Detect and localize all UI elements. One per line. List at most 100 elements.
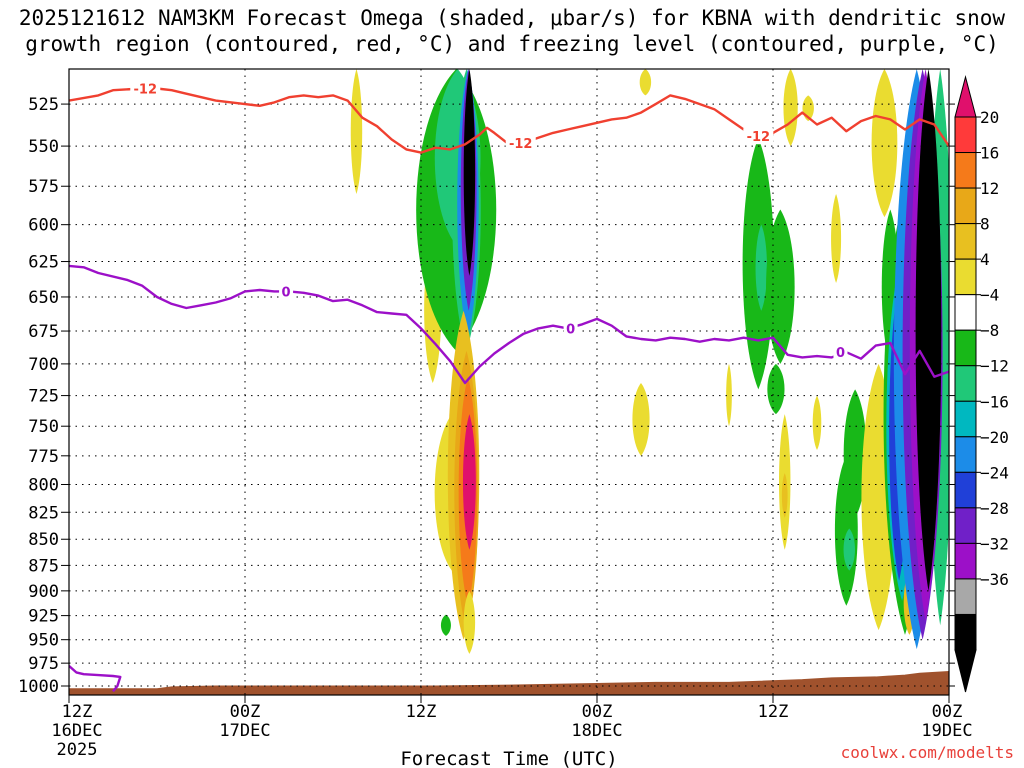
y-tick-label-700: 700 — [28, 355, 59, 375]
omega-feature-0 — [350, 69, 363, 195]
omega-feature-14 — [440, 614, 451, 636]
isotherm-contours: -12 -12 -12 0 0 0 — [69, 80, 949, 693]
x-tick-label-60-0: 00Z — [932, 702, 963, 722]
omega-feature-20 — [766, 209, 795, 364]
omega-feature-26 — [812, 395, 822, 450]
y-axis: 525 550 575 600 625 650 675 700 725 750 775 800 825 8… — [18, 95, 955, 697]
colorbar-swatch-12 — [954, 542, 977, 580]
omega-feature-17 — [639, 69, 652, 96]
colorbar-label-3: 8 — [980, 215, 990, 234]
omega-feature-19 — [755, 224, 767, 311]
colorbar-swatch-13 — [954, 578, 977, 615]
colorbar-legend: 20 16 12 8 4 −4 −8 −12 −16 −20 −24 −28 −32 −36 — [954, 75, 1009, 693]
colorbar-label-9: −20 — [980, 428, 1009, 447]
contour-label-bg-0-2 — [743, 128, 774, 145]
y-tick-label-750: 750 — [28, 417, 59, 437]
omega-feature-15 — [632, 383, 650, 456]
y-tick-label-775: 775 — [28, 447, 59, 467]
omega-feature-42 — [915, 69, 942, 591]
colorbar-label-5: −4 — [980, 286, 999, 305]
x-tick-label-12-1: 17DEC — [219, 721, 270, 741]
x-tick-label-48-0: 12Z — [758, 702, 789, 722]
x-tick-label-24-0: 12Z — [406, 702, 437, 722]
colorbar-top-arrow — [954, 75, 977, 118]
y-tick-label-800: 800 — [28, 475, 59, 495]
contour-line-1 — [69, 264, 949, 385]
contour-label-0-0: -12 — [134, 82, 158, 97]
y-tick-label-650: 650 — [28, 288, 59, 308]
contour-label-bg-0-1 — [505, 134, 536, 151]
colorbar-swatch-11 — [954, 507, 977, 544]
y-tick-label-975: 975 — [28, 654, 59, 674]
credit-url[interactable]: coolwx.com/modelts — [840, 743, 1014, 762]
x-tick-label-36-0: 00Z — [582, 702, 613, 722]
omega-feature-28 — [871, 69, 898, 218]
contour-label-bg-0-0 — [130, 80, 161, 97]
colorbar-label-0: 20 — [980, 108, 999, 127]
contour-label-0-1: -12 — [509, 137, 533, 152]
y-tick-label-925: 925 — [28, 607, 59, 627]
colorbar-swatch-1 — [954, 152, 977, 189]
omega-feature-27 — [831, 194, 842, 283]
contour-label-1-0: 0 — [282, 285, 291, 300]
y-tick-label-1000: 1000 — [18, 677, 59, 697]
colorbar-label-13: −36 — [980, 570, 1009, 589]
x-tick-label-60-1: 19DEC — [921, 721, 972, 741]
colorbar-swatch-0 — [954, 116, 977, 154]
contour-label-1-1: 0 — [566, 322, 575, 337]
colorbar-swatch-3 — [954, 223, 977, 260]
y-tick-label-625: 625 — [28, 253, 59, 273]
colorbar-label-6: −8 — [980, 321, 999, 340]
contour-label-bg-1-0 — [279, 283, 294, 300]
contour-line-2 — [69, 665, 122, 693]
chart-title-line-2: growth region (contoured, red, °C) and f… — [25, 32, 999, 56]
colorbar-label-12: −32 — [980, 534, 1009, 553]
terrain-surface — [69, 670, 949, 695]
contour-label-0-2: -12 — [747, 130, 771, 145]
colorbar-swatch-8 — [954, 400, 977, 438]
colorbar-label-10: −24 — [980, 463, 1009, 482]
omega-feature-30 — [843, 389, 867, 518]
omega-feature-7 — [463, 69, 476, 276]
contour-label-1-2: 0 — [836, 346, 845, 361]
colorbar-swatch-4 — [954, 258, 977, 296]
colorbar-swatch-2 — [954, 187, 977, 225]
y-tick-label-675: 675 — [28, 322, 59, 342]
omega-feature-16 — [726, 363, 732, 427]
contour-label-bg-1-2 — [833, 344, 848, 361]
y-tick-label-725: 725 — [28, 387, 59, 407]
plot-frame — [68, 68, 950, 696]
omega-feature-12 — [462, 414, 476, 550]
y-tick-label-900: 900 — [28, 582, 59, 602]
contour-label-bg-1-1 — [563, 320, 578, 337]
y-tick-label-550: 550 — [28, 137, 59, 157]
colorbar-label-8: −16 — [980, 392, 1009, 411]
colorbar-swatch-10 — [954, 471, 977, 509]
y-tick-label-600: 600 — [28, 216, 59, 236]
y-tick-label-825: 825 — [28, 503, 59, 523]
chart-title-line-1: 2025121612 NAM3KM Forecast Omega (shaded… — [18, 6, 1006, 30]
grid-lines — [69, 69, 949, 695]
colorbar-label-4: 4 — [980, 250, 990, 269]
colorbar-label-1: 16 — [980, 144, 999, 163]
omega-feature-21 — [767, 363, 785, 415]
x-tick-label-36-1: 18DEC — [571, 721, 622, 741]
colorbar-swatch-9 — [954, 436, 977, 473]
x-axis-title: Forecast Time (UTC) — [400, 748, 617, 768]
colorbar-bottom-arrow — [954, 649, 977, 693]
colorbar-label-7: −12 — [980, 357, 1009, 376]
y-tick-label-575: 575 — [28, 177, 59, 197]
colorbar-label-11: −28 — [980, 499, 1009, 518]
x-tick-label-0-2: 2025 — [57, 740, 98, 760]
y-tick-label-850: 850 — [28, 530, 59, 550]
x-tick-label-0-1: 16DEC — [51, 721, 102, 741]
colorbar-swatch-5 — [954, 294, 977, 331]
terrain-area — [69, 670, 949, 695]
omega-feature-25 — [781, 473, 788, 518]
y-tick-label-525: 525 — [28, 95, 59, 115]
colorbar-label-2: 12 — [980, 179, 999, 198]
y-tick-label-875: 875 — [28, 556, 59, 576]
colorbar-swatch-14 — [954, 613, 977, 651]
